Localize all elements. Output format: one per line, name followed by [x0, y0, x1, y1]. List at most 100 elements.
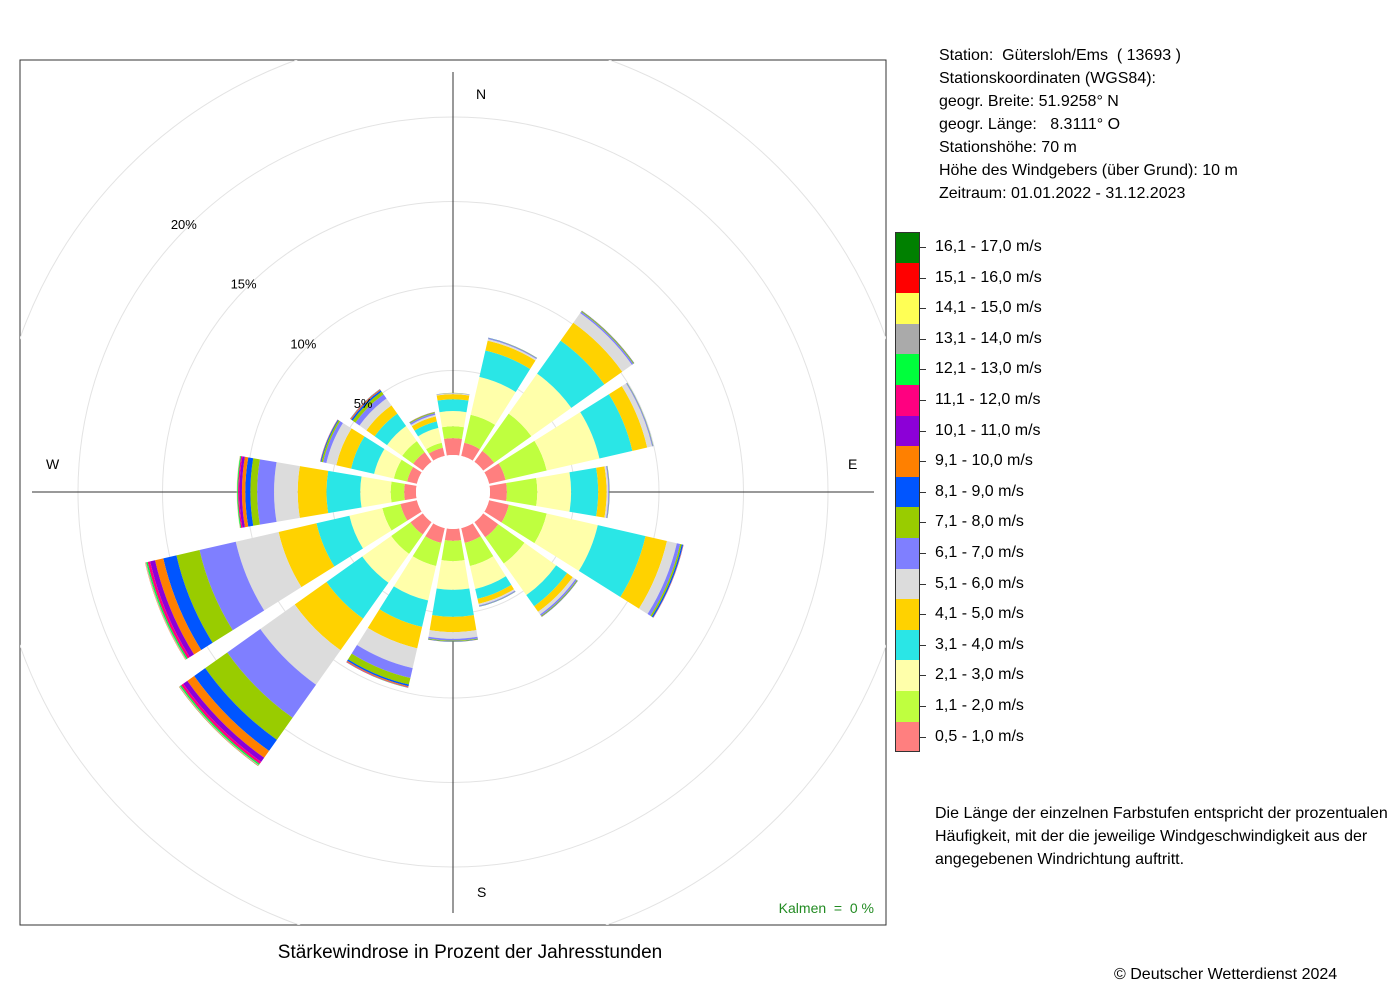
wedge-segment — [606, 465, 610, 519]
wedge-segment — [428, 638, 478, 642]
wedge-segment — [536, 472, 572, 512]
wedge-segment — [428, 636, 478, 641]
legend-label: 0,5 - 1,0 m/s — [935, 727, 1024, 745]
wedge-segment — [320, 419, 339, 462]
wedge-segment — [404, 483, 417, 501]
legend-swatch — [895, 599, 920, 630]
wedge-segment — [366, 405, 398, 437]
wedge-segment — [316, 515, 363, 567]
wedge-segment — [227, 628, 317, 718]
legend-swatch — [895, 262, 920, 294]
wedge-segment — [418, 427, 442, 450]
wedge-segment — [428, 447, 445, 461]
wedge-segment — [413, 452, 432, 471]
wedge-segment — [534, 412, 600, 471]
wedge-segment — [351, 645, 413, 678]
wedge-segment — [236, 455, 240, 529]
legend-tick — [920, 247, 926, 248]
wedge-segment — [425, 523, 445, 543]
period: Zeitraum: 01.01.2022 - 31.12.2023 — [939, 185, 1186, 202]
wedge-segment — [442, 426, 464, 439]
legend-item: 5,1 - 6,0 m/s — [895, 568, 1195, 600]
legend-item: 8,1 - 9,0 m/s — [895, 476, 1195, 508]
wedge-segment — [323, 421, 343, 463]
legend-swatch — [895, 323, 920, 355]
wedge-segment — [355, 394, 387, 426]
wedge-segment — [436, 392, 470, 395]
wedge-segment — [489, 483, 507, 501]
wedge-segment — [484, 500, 509, 523]
wedge-segment — [393, 556, 437, 601]
wedge-segment — [238, 456, 243, 528]
wedge-segment — [540, 579, 577, 616]
chart-title: Stärkewindrose in Prozent der Jahresstun… — [277, 942, 663, 963]
legend-label: 10,1 - 11,0 m/s — [935, 421, 1041, 439]
wedge-segment — [428, 639, 478, 642]
legend-item: 4,1 - 5,0 m/s — [895, 599, 1195, 630]
wedge-e — [489, 465, 610, 519]
station-longitude: geogr. Länge: 8.3111° O — [939, 116, 1121, 133]
wedge-segment — [560, 322, 623, 385]
wedge-segment — [526, 565, 568, 607]
wedge-segment — [426, 442, 443, 454]
wedge-segment — [235, 531, 302, 611]
wedge-segment — [150, 560, 195, 658]
legend-label: 3,1 - 4,0 m/s — [935, 635, 1024, 653]
copyright: © Deutscher Wetterdienst 2024 — [1114, 966, 1338, 983]
ring-label: 10% — [290, 336, 316, 351]
wedge-segment — [409, 413, 436, 425]
wedge-segment — [194, 668, 277, 751]
legend-item: 9,1 - 10,0 m/s — [895, 446, 1195, 477]
wedge-segment — [580, 394, 633, 459]
wedge-n — [436, 392, 470, 456]
plot-frame — [19, 59, 887, 926]
wedge-nw — [349, 388, 432, 471]
wedge-segment — [351, 436, 385, 474]
wedge-segment — [297, 466, 329, 518]
legend-item: 0,5 - 1,0 m/s — [895, 721, 1195, 753]
legend-label: 1,1 - 2,0 m/s — [935, 697, 1024, 714]
legend-item: 14,1 - 15,0 m/s — [895, 293, 1195, 324]
wedge-segment — [470, 376, 516, 425]
legend-tick — [920, 369, 926, 371]
wedge-segment — [374, 413, 407, 446]
wedge-segment — [444, 528, 462, 541]
wedge-segment — [163, 555, 213, 650]
wedge-segment — [176, 550, 233, 643]
wedge-ne — [474, 310, 635, 471]
wedge-segment — [410, 513, 432, 535]
wedge-segment — [336, 428, 365, 469]
wedge-segment — [429, 615, 477, 633]
wedge-segment — [596, 466, 607, 518]
wedge-segment — [412, 536, 442, 566]
legend-tick — [920, 522, 926, 524]
legend-label: 11,1 - 12,0 m/s — [935, 391, 1041, 408]
wedge-wnw — [320, 419, 422, 484]
legend-swatch — [895, 354, 920, 385]
legend-item: 7,1 - 8,0 m/s — [895, 507, 1195, 538]
wedge-segment — [607, 465, 610, 519]
wedge-segment — [444, 438, 462, 456]
wedge-segment — [474, 513, 499, 538]
wedge-segment — [464, 414, 496, 450]
wedge-segment — [436, 394, 470, 401]
legend-tick — [920, 675, 926, 677]
wedge-segment — [278, 523, 335, 588]
station-coords-heading: Stationskoordinaten (WGS84): — [939, 70, 1156, 87]
wedge-segment — [573, 313, 632, 372]
wedge-segment — [441, 540, 465, 562]
legend-label: 6,1 - 7,0 m/s — [935, 544, 1024, 561]
legend-item: 16,1 - 17,0 m/s — [895, 232, 1195, 263]
wedge-segment — [482, 413, 532, 463]
legend-item: 6,1 - 7,0 m/s — [895, 538, 1195, 569]
wedge-segment — [534, 573, 573, 612]
wedge-segment — [241, 456, 249, 528]
legend-tick — [920, 644, 926, 646]
wedge-segment — [461, 523, 481, 543]
wedge-segment — [478, 589, 515, 606]
wedge-segment — [400, 500, 422, 521]
legend-swatch — [895, 232, 920, 263]
wedge-segment — [239, 456, 245, 528]
wedge-segment — [461, 442, 480, 461]
